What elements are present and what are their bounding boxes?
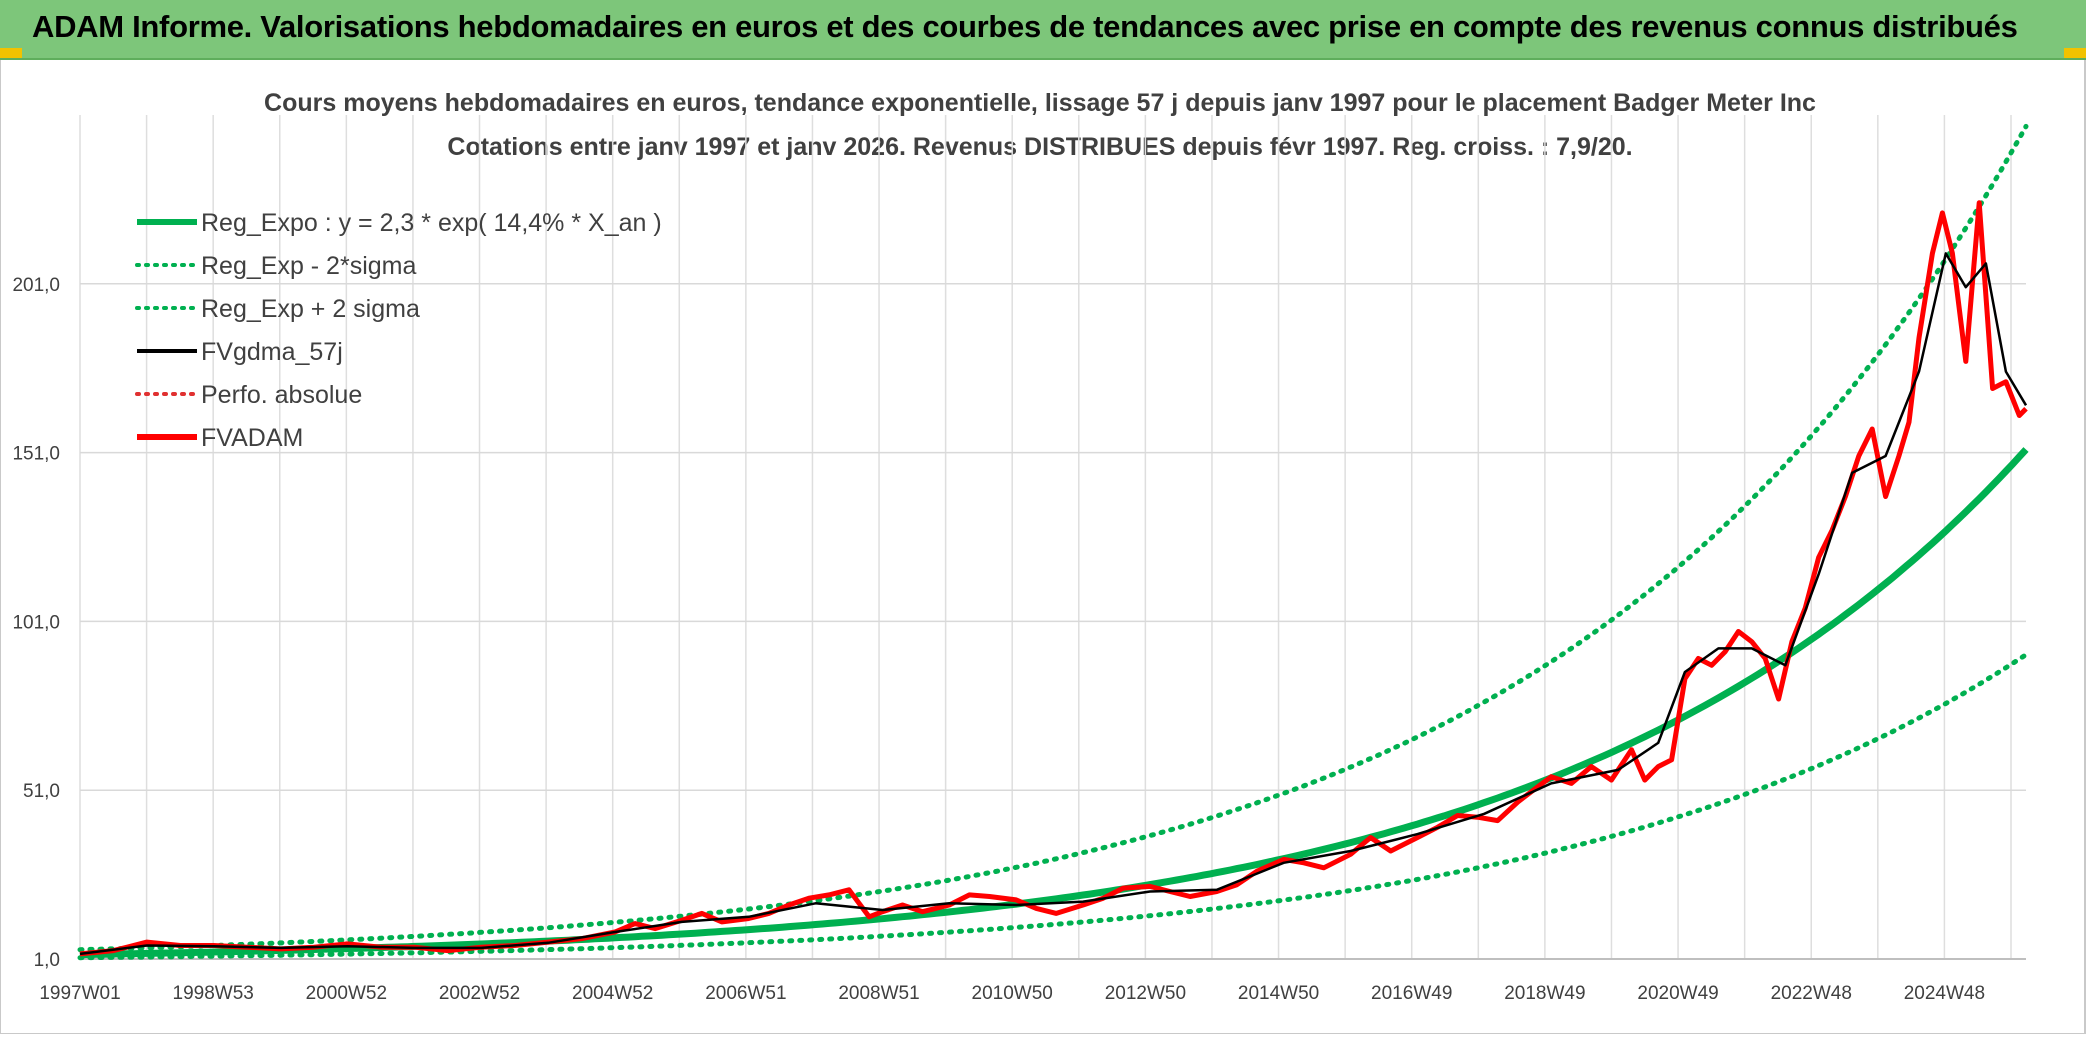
x-tick-label: 2002W52	[439, 983, 520, 1004]
report-banner: ADAM Informe. Valorisations hebdomadaire…	[0, 0, 2086, 60]
legend-label-fvgdma: FVgdma_57j	[201, 338, 343, 366]
legend-label-perfo: Perfo. absolue	[201, 381, 362, 409]
reg-expo-line	[79, 447, 2029, 959]
x-tick-label: 2008W51	[838, 983, 919, 1004]
report-title: ADAM Informe. Valorisations hebdomadaire…	[32, 9, 2018, 44]
y-tick-label: 201,0	[12, 275, 60, 296]
legend: Reg_Expo : y = 2,3 * exp( 14,4% * X_an )…	[135, 209, 662, 452]
chart-subtitle: Cotations entre janv 1997 et janv 2026. …	[447, 133, 1632, 161]
legend-label-reg_low: Reg_Exp - 2*sigma	[201, 252, 416, 280]
y-tick-label: 1,0	[34, 950, 60, 971]
x-tick-label: 2006W51	[705, 983, 786, 1004]
y-tick-label: 151,0	[12, 444, 60, 465]
x-tick-label: 2016W49	[1371, 983, 1452, 1004]
x-tick-label: 1998W53	[173, 983, 254, 1004]
x-tick-label: 2024W48	[1904, 983, 1985, 1004]
y-tick-label: 101,0	[12, 612, 60, 633]
legend-label-fvadam: FVADAM	[201, 424, 303, 452]
grid-lines	[79, 115, 2026, 960]
chart-frame	[0, 60, 2086, 1034]
fvgdma-line	[79, 252, 2028, 956]
x-tick-label: 2010W50	[972, 983, 1053, 1004]
reg-exp-plus-2-sigma-line	[77, 123, 2029, 953]
x-tick-label: 2014W50	[1238, 983, 1319, 1004]
x-tick-label: 2012W50	[1105, 983, 1186, 1004]
legend-label-reg_high: Reg_Exp + 2 sigma	[201, 295, 420, 323]
legend-label-reg_expo: Reg_Expo : y = 2,3 * exp( 14,4% * X_an )	[201, 209, 662, 237]
x-tick-label: 2022W48	[1771, 983, 1852, 1004]
series-layer	[77, 123, 2029, 961]
x-tick-label: 2004W52	[572, 983, 653, 1004]
y-tick-label: 51,0	[23, 781, 60, 802]
chart-title: Cours moyens hebdomadaires en euros, ten…	[264, 89, 1816, 117]
reg-exp-minus-2-sigma-line	[77, 652, 2029, 961]
axis-labels: 1,0 51,0 101,0 151,0 201,0 1997W01 1998W53 2000…	[12, 275, 1985, 1004]
x-tick-label: 2000W52	[306, 983, 387, 1004]
x-tick-label: 2020W49	[1637, 983, 1718, 1004]
x-tick-label: 1997W01	[39, 983, 120, 1004]
x-tick-label: 2018W49	[1504, 983, 1585, 1004]
left-corner-marker	[0, 48, 22, 58]
right-corner-marker	[2064, 48, 2086, 58]
